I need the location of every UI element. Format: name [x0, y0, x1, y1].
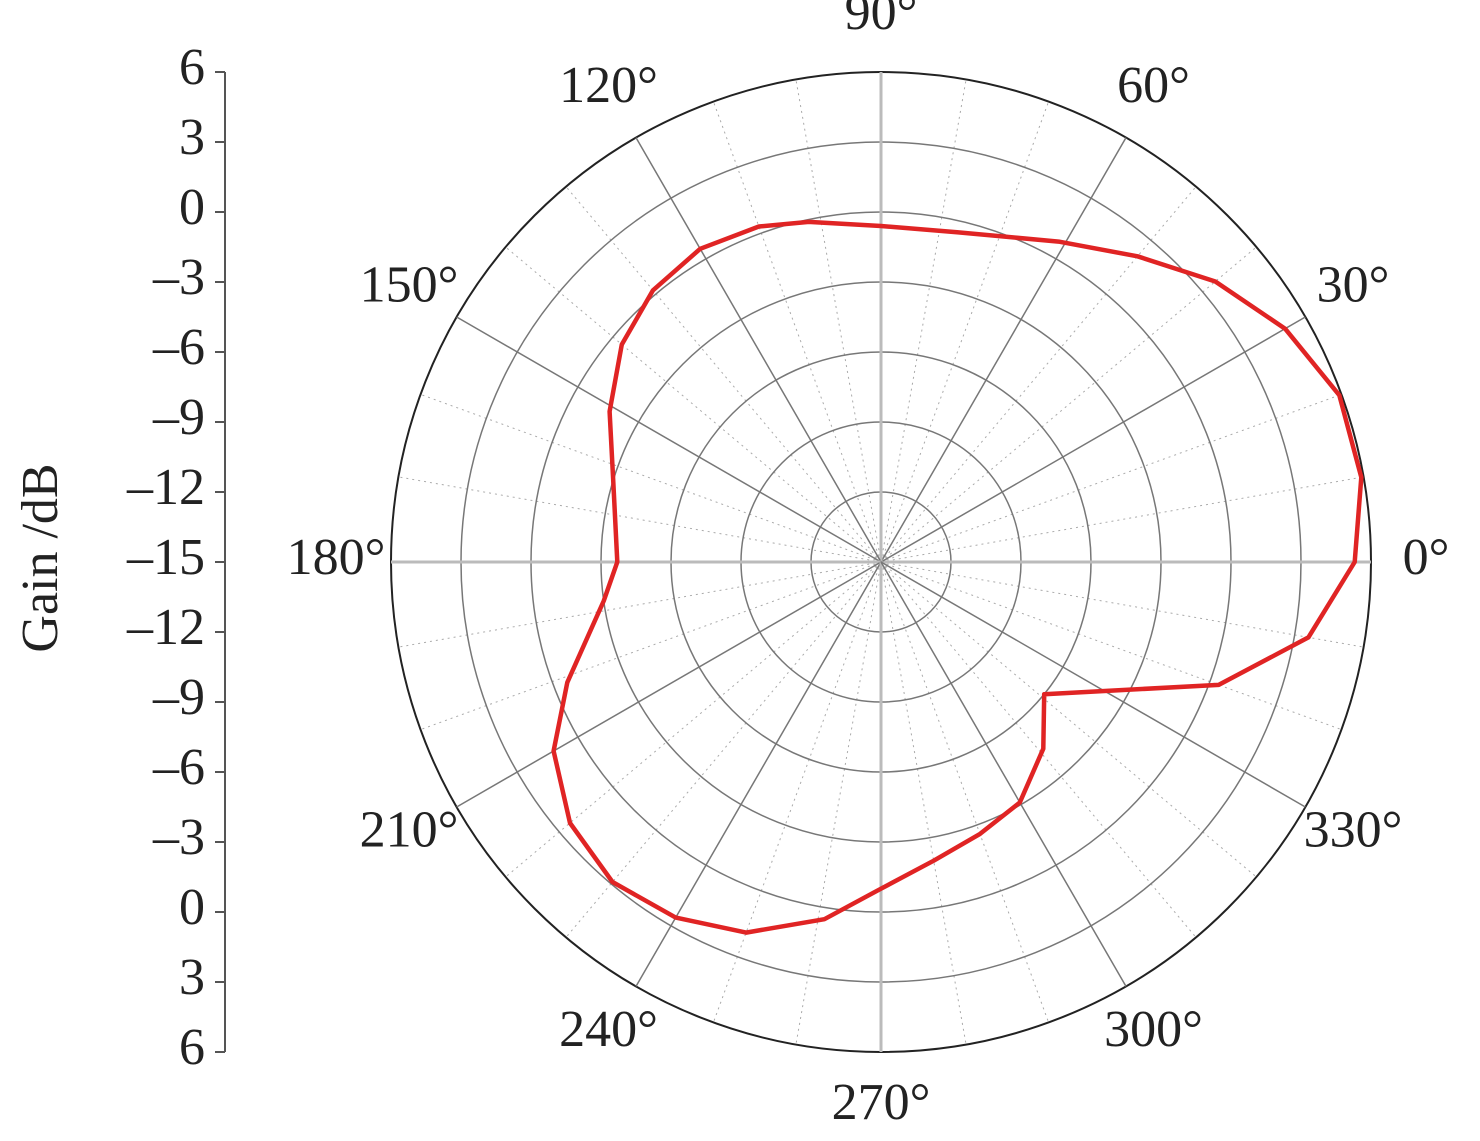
y-tick-label: –9 — [152, 669, 205, 726]
spoke — [456, 561, 882, 808]
spoke — [880, 316, 1306, 563]
spoke — [635, 137, 882, 563]
minor-grid-line — [880, 561, 967, 1045]
minor-grid-line — [712, 561, 882, 1023]
y-tick-label: –3 — [152, 249, 205, 306]
y-tick-label: 6 — [179, 1019, 205, 1076]
y-tick-label: –12 — [126, 599, 205, 656]
y-tick-label: 0 — [179, 879, 205, 936]
spoke — [635, 561, 882, 987]
y-tick-label: –6 — [152, 739, 205, 796]
angle-label: 300° — [1104, 1001, 1203, 1058]
angle-label: 30° — [1317, 256, 1390, 313]
minor-grid-line — [880, 79, 967, 563]
minor-grid-line — [505, 246, 882, 563]
minor-grid-line — [795, 561, 882, 1045]
angle-label: 270° — [832, 1074, 931, 1131]
y-tick-label: –15 — [126, 529, 205, 586]
y-axis-title: Gain /dB — [12, 463, 69, 652]
y-tick-label: –12 — [126, 459, 205, 516]
spoke — [880, 561, 1306, 808]
angle-label: 90° — [845, 0, 918, 41]
minor-grid-line — [880, 561, 1050, 1023]
minor-grid-line — [880, 561, 1342, 731]
spoke — [456, 316, 882, 563]
minor-grid-line — [880, 393, 1342, 563]
spoke — [880, 137, 1127, 563]
minor-grid-line — [795, 79, 882, 563]
minor-grid-line — [880, 561, 1197, 938]
y-tick-label: 3 — [179, 949, 205, 1006]
gain-trace — [551, 219, 1364, 935]
minor-grid-line — [565, 561, 882, 938]
y-tick-label: –6 — [152, 319, 205, 376]
angle-label: 150° — [360, 256, 459, 313]
angle-label: 240° — [559, 1001, 658, 1058]
minor-grid-line — [880, 561, 1364, 648]
minor-grid-line — [398, 476, 882, 563]
angle-label: 210° — [360, 801, 459, 858]
angle-label: 180° — [287, 529, 386, 586]
y-tick-label: –9 — [152, 389, 205, 446]
spoke — [880, 561, 1127, 987]
minor-grid-line — [880, 561, 1257, 878]
angle-label: 120° — [559, 57, 658, 114]
minor-grid-line — [880, 101, 1050, 563]
angle-label: 0° — [1403, 529, 1450, 586]
minor-grid-line — [880, 476, 1364, 563]
y-tick-label: –3 — [152, 809, 205, 866]
angle-label: 330° — [1304, 801, 1403, 858]
y-tick-label: 0 — [179, 179, 205, 236]
minor-grid-line — [880, 246, 1257, 563]
minor-grid-line — [398, 561, 882, 648]
minor-grid-line — [712, 101, 882, 563]
minor-grid-line — [880, 186, 1197, 563]
angle-label: 60° — [1117, 57, 1190, 114]
minor-grid-line — [420, 393, 882, 563]
y-tick-label: 6 — [179, 39, 205, 96]
y-tick-label: 3 — [179, 109, 205, 166]
minor-grid-line — [420, 561, 882, 731]
minor-grid-line — [505, 561, 882, 878]
minor-grid-line — [565, 186, 882, 563]
